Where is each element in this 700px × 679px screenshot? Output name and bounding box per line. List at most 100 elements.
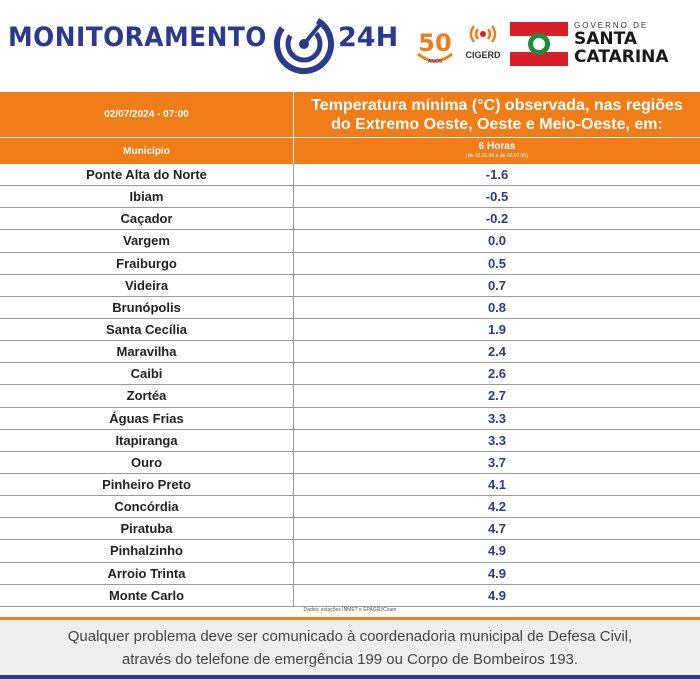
table-row: Pinhalzinho 4.9 <box>0 540 700 563</box>
municipio-cell: Fraiburgo <box>116 255 177 271</box>
municipio-cell: Pinheiro Preto <box>102 477 191 493</box>
logo-50-sub: ANOS <box>428 59 442 65</box>
cigerd-label: CIGERD <box>465 50 501 60</box>
column-divider <box>293 341 294 363</box>
column-divider <box>293 562 294 584</box>
table-row: Videira 0.7 <box>0 274 700 297</box>
temperature-cell: 3.3 <box>487 432 507 448</box>
temperature-cell: 0.8 <box>487 299 507 315</box>
temperature-cell: -1.6 <box>485 167 509 183</box>
footer-accent-line <box>0 617 700 620</box>
municipio-cell: Santa Cecília <box>106 322 187 338</box>
table-body: Ponte Alta do Norte -1.6 Ibiam -0.5 Caçador -… <box>0 164 700 607</box>
table-row: Ouro 3.7 <box>0 451 700 474</box>
gov-name-line2: CATARINA <box>574 47 669 67</box>
fifty-years-logo-icon: 50 ANOS <box>412 24 458 66</box>
table-row: Concórdia 4.2 <box>0 496 700 519</box>
footer: Qualquer problema deve ser comunicado à … <box>0 620 700 679</box>
column-divider <box>293 540 294 562</box>
temperature-cell: 3.7 <box>487 454 507 470</box>
header: MONITORAMENTO 24H 50 ANOS CIGERD GOVERNO <box>0 0 700 90</box>
column-divider <box>293 186 294 208</box>
radar-signal-icon <box>274 14 334 74</box>
table-row: Fraiburgo 0.5 <box>0 252 700 275</box>
temperature-cell: -0.5 <box>485 189 509 205</box>
column-divider <box>293 429 294 451</box>
municipio-cell: Caibi <box>130 366 163 382</box>
column-divider <box>293 385 294 407</box>
column-divider <box>293 518 294 540</box>
table-row: Caibi 2.6 <box>0 363 700 386</box>
column-divider <box>293 164 294 186</box>
municipio-cell: Zortéa <box>126 388 167 404</box>
cigerd-logo: CIGERD <box>462 20 504 68</box>
column-header-municipio: Município <box>123 145 170 157</box>
municipio-cell: Videira <box>124 277 169 293</box>
temperature-cell: 4.2 <box>487 499 507 515</box>
table-row: Caçador -0.2 <box>0 208 700 231</box>
table-row: Zortéa 2.7 <box>0 385 700 408</box>
municipio-cell: Arroio Trinta <box>107 565 186 581</box>
cigerd-signal-icon <box>469 25 497 43</box>
municipio-cell: Itapiranga <box>115 432 178 448</box>
temperature-cell: 4.9 <box>487 587 507 603</box>
brand-suffix: 24H <box>338 22 399 53</box>
table-row: Ibiam -0.5 <box>0 186 700 209</box>
brand-title: MONITORAMENTO <box>8 22 267 53</box>
table-row: Vargem 0.0 <box>0 230 700 253</box>
table-row: Monte Carlo 4.9 <box>0 584 700 607</box>
temperature-cell: 0.0 <box>487 233 507 249</box>
column-divider <box>293 496 294 518</box>
municipio-cell: Brunópolis <box>112 299 181 315</box>
temperature-cell: 4.9 <box>487 565 507 581</box>
temperature-cell: 3.3 <box>487 410 507 426</box>
municipio-cell: Ibiam <box>129 189 164 205</box>
temperature-cell: 2.7 <box>487 388 507 404</box>
column-divider <box>293 296 294 318</box>
table-row: Pinheiro Preto 4.1 <box>0 473 700 497</box>
column-header-period: 6 Horas (de 02.01.00 a de 02.07.00) <box>294 138 700 164</box>
temperature-cell: 2.4 <box>487 344 507 360</box>
gov-name-line1: SANTA <box>574 29 638 49</box>
column-header-row <box>0 138 700 164</box>
table-row: Águas Frias 3.3 <box>0 407 700 430</box>
column-divider <box>293 274 294 296</box>
temperature-cell: 4.1 <box>487 477 507 493</box>
municipio-cell: Ouro <box>130 454 163 470</box>
column-divider <box>293 230 294 252</box>
column-divider <box>293 208 294 230</box>
table-row: Brunópolis 0.8 <box>0 296 700 319</box>
temperature-cell: -0.2 <box>485 211 509 227</box>
report-date: 02/07/2024 - 07:00 <box>104 109 189 120</box>
header-divider <box>0 137 700 138</box>
table-row: Maravilha 2.4 <box>0 341 700 364</box>
temperature-cell: 4.9 <box>487 543 507 559</box>
municipio-cell: Ponte Alta do Norte <box>86 167 207 183</box>
temperature-cell: 4.7 <box>487 521 507 537</box>
municipio-cell: Caçador <box>120 211 173 227</box>
header-column-divider <box>293 92 294 164</box>
santa-catarina-flag-icon <box>510 22 568 66</box>
municipio-cell: Monte Carlo <box>108 587 185 603</box>
bottom-bar <box>0 675 700 679</box>
table-title-line1: Temperatura mínima (°C) observada, nas r… <box>311 97 683 114</box>
municipio-cell: Concórdia <box>114 499 179 515</box>
footer-line1: Qualquer problema deve ser comunicado à … <box>67 628 633 645</box>
column-divider <box>293 584 294 606</box>
gov-label: GOVERNO DE <box>574 21 649 30</box>
temperature-cell: 0.7 <box>487 277 507 293</box>
temperature-cell: 2.6 <box>487 366 507 382</box>
municipio-cell: Águas Frias <box>109 410 184 426</box>
temperature-cell: 1.9 <box>487 322 507 338</box>
table-title: Temperatura mínima (°C) observada, nas r… <box>294 92 700 137</box>
column-divider <box>293 473 294 496</box>
table-title-line2: do Extremo Oeste, Oeste e Meio-Oeste, em… <box>331 116 663 133</box>
municipio-cell: Vargem <box>123 233 170 249</box>
table-row: Ponte Alta do Norte -1.6 <box>0 164 700 187</box>
gov-name: SANTA CATARINA <box>574 30 669 66</box>
source-note: Dados: estações INMET e EPAGRI/Ciram <box>303 607 397 613</box>
footer-line2: através do telefone de emergência 199 ou… <box>121 651 579 668</box>
column-divider <box>293 363 294 385</box>
temperature-cell: 0.5 <box>487 255 507 271</box>
municipio-cell: Piratuba <box>120 521 173 537</box>
